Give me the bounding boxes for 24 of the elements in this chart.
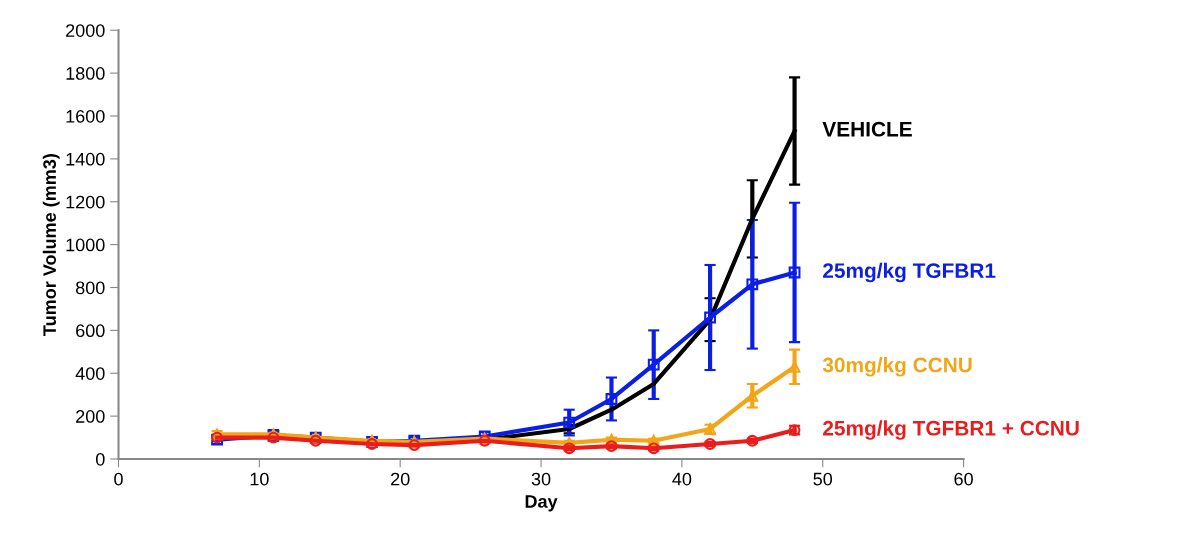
y-tick-label: 400 — [75, 367, 105, 380]
x-tick-label: 20 — [391, 472, 410, 486]
y-tick-label: 1600 — [66, 109, 105, 123]
series-label: 25mg/kg TGFBR1 + CCNU — [823, 420, 1079, 440]
y-tick-label: 0 — [95, 452, 105, 466]
y-tick-label: 2000 — [66, 24, 105, 37]
series-label: 25mg/kg TGFBR1 — [823, 262, 996, 283]
y-tick-label: 800 — [75, 281, 105, 295]
y-tick-label: 1400 — [66, 152, 105, 166]
y-tick-label: 1800 — [66, 67, 105, 80]
y-tick-label: 200 — [76, 410, 105, 423]
x-tick-label: 0 — [114, 472, 123, 486]
y-tick-label: 1000 — [66, 238, 105, 252]
series-label: VEHICLE — [822, 121, 912, 137]
x-tick-label: 10 — [250, 472, 269, 486]
series-label: 30mg/kg CCNU — [822, 357, 972, 377]
y-tick-label: 600 — [76, 324, 105, 338]
x-tick-label: 30 — [531, 472, 551, 486]
y-axis-title: Tumor Volume (mm3) — [42, 154, 60, 336]
x-tick-label: 60 — [954, 472, 973, 486]
x-tick-label: 50 — [813, 472, 833, 486]
y-tick-label: 1200 — [66, 195, 105, 209]
x-tick-label: 40 — [672, 472, 692, 486]
x-axis-title: Day — [525, 495, 558, 512]
